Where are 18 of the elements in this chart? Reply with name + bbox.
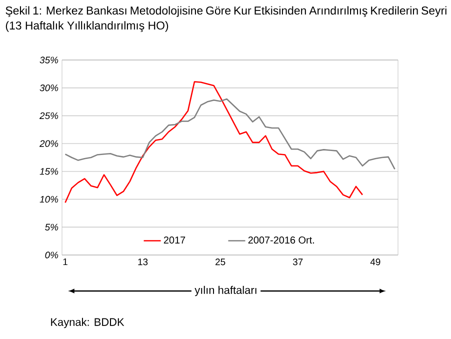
y-tick-label: 20% [39, 140, 58, 147]
x-tick-label: 49 [370, 258, 380, 266]
y-tick-label: 10% [40, 196, 58, 203]
x-tick-label: 13 [138, 258, 148, 266]
x-tick-label: 37 [292, 258, 303, 266]
y-tick-label: 25% [39, 112, 58, 120]
chart-title: Şekil 1: Merkez Bankası Metodolojisine Göre Kur Etkisinden Arındırılmış Kredilerin Seyri (13 Haftalık Yıllıklandırılmış HO) [6, 6, 446, 32]
x-tick-label: 25 [216, 258, 226, 266]
text: Kaynak: BDDK [51, 318, 124, 328]
legend-label: 2017 [164, 236, 186, 244]
y-tick-label: 5% [45, 224, 58, 230]
legend-label: 2007-2016 Ort. [248, 236, 314, 244]
y-tick-label: 30% [40, 84, 58, 92]
x-axis-title: yılın haftaları [194, 286, 256, 296]
x-tick-label: 1 [63, 258, 68, 266]
y-tick-label: 0% [45, 252, 58, 258]
y-tick-label: 15% [40, 168, 58, 175]
y-tick-label: 35% [40, 56, 58, 64]
